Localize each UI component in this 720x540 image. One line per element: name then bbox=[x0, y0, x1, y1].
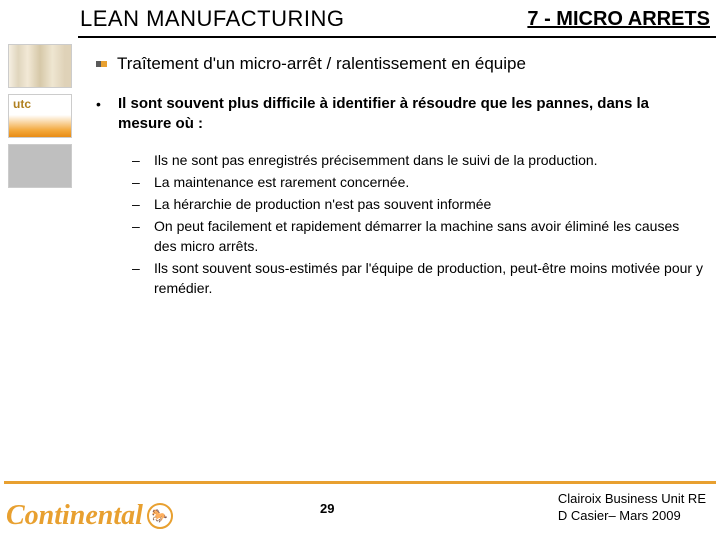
footer-line2: D Casier– Mars 2009 bbox=[558, 507, 706, 524]
sub-bullet-level1: • Il sont souvent plus difficile à ident… bbox=[96, 94, 704, 134]
sidebar-images: utc bbox=[8, 44, 72, 188]
continental-logo: Continental 🐎 bbox=[6, 500, 173, 532]
footer-divider bbox=[4, 481, 716, 484]
sub2-text: On peut facilement et rapidement démarre… bbox=[154, 216, 704, 256]
footer-line1: Clairoix Business Unit RE bbox=[558, 490, 706, 507]
sub2-text: Ils sont souvent sous-estimés par l'équi… bbox=[154, 258, 704, 298]
sub1-marker: • bbox=[96, 94, 104, 134]
sub2-marker: – bbox=[132, 258, 144, 298]
sub-bullet-level2-list: – Ils ne sont pas enregistrés précisemme… bbox=[132, 150, 704, 298]
header-divider bbox=[78, 36, 716, 38]
sidebar-image-3 bbox=[8, 144, 72, 188]
logo-text: Continental bbox=[6, 500, 143, 532]
sub1-text: Il sont souvent plus difficile à identif… bbox=[118, 94, 704, 134]
sub2-item: – Ils ne sont pas enregistrés précisemme… bbox=[132, 150, 704, 170]
title-right: 7 - MICRO ARRETS bbox=[527, 8, 710, 31]
logo-horse-icon: 🐎 bbox=[147, 503, 173, 529]
sub2-item: – On peut facilement et rapidement démar… bbox=[132, 216, 704, 256]
main-bullet-text: Traîtement d'un micro-arrêt / ralentisse… bbox=[117, 54, 526, 74]
page-number: 29 bbox=[320, 501, 334, 516]
sub2-text: Ils ne sont pas enregistrés précisemment… bbox=[154, 150, 598, 170]
slide-header: LEAN MANUFACTURING 7 - MICRO ARRETS bbox=[0, 0, 720, 40]
utc-logo-text: utc bbox=[13, 97, 31, 111]
sub2-item: – La hérarchie de production n'est pas s… bbox=[132, 194, 704, 214]
sidebar-image-1 bbox=[8, 44, 72, 88]
title-left: LEAN MANUFACTURING bbox=[80, 6, 344, 32]
main-bullet: Traîtement d'un micro-arrêt / ralentisse… bbox=[96, 54, 704, 74]
slide-content: Traîtement d'un micro-arrêt / ralentisse… bbox=[96, 54, 704, 300]
sub2-text: La hérarchie de production n'est pas sou… bbox=[154, 194, 491, 214]
sub2-marker: – bbox=[132, 150, 144, 170]
sub2-item: – Ils sont souvent sous-estimés par l'éq… bbox=[132, 258, 704, 298]
sub2-marker: – bbox=[132, 216, 144, 256]
main-bullet-icon bbox=[96, 61, 107, 67]
sub2-marker: – bbox=[132, 172, 144, 192]
sub2-item: – La maintenance est rarement concernée. bbox=[132, 172, 704, 192]
footer-info: Clairoix Business Unit RE D Casier– Mars… bbox=[558, 490, 706, 524]
utc-gradient bbox=[9, 115, 71, 137]
sub2-text: La maintenance est rarement concernée. bbox=[154, 172, 409, 192]
sub2-marker: – bbox=[132, 194, 144, 214]
sidebar-image-utc: utc bbox=[8, 94, 72, 138]
